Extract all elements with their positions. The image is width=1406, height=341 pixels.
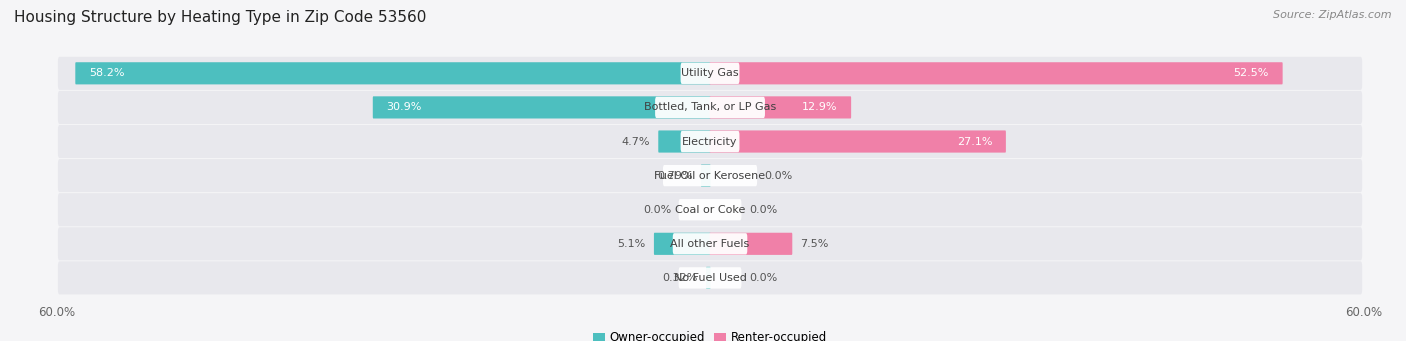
Text: Electricity: Electricity	[682, 136, 738, 147]
FancyBboxPatch shape	[655, 97, 765, 118]
FancyBboxPatch shape	[710, 62, 1282, 85]
Text: 5.1%: 5.1%	[617, 239, 645, 249]
Text: All other Fuels: All other Fuels	[671, 239, 749, 249]
FancyBboxPatch shape	[710, 233, 793, 255]
FancyBboxPatch shape	[58, 57, 1362, 90]
FancyBboxPatch shape	[58, 193, 1362, 226]
Text: Bottled, Tank, or LP Gas: Bottled, Tank, or LP Gas	[644, 102, 776, 113]
Text: Source: ZipAtlas.com: Source: ZipAtlas.com	[1274, 10, 1392, 20]
FancyBboxPatch shape	[679, 267, 741, 288]
FancyBboxPatch shape	[664, 165, 756, 186]
FancyBboxPatch shape	[58, 91, 1362, 124]
FancyBboxPatch shape	[76, 62, 710, 85]
Text: 52.5%: 52.5%	[1233, 68, 1270, 78]
Text: 27.1%: 27.1%	[956, 136, 993, 147]
Text: 0.0%: 0.0%	[765, 170, 793, 181]
FancyBboxPatch shape	[658, 131, 710, 153]
Text: 30.9%: 30.9%	[387, 102, 422, 113]
Text: 7.5%: 7.5%	[800, 239, 830, 249]
FancyBboxPatch shape	[58, 261, 1362, 295]
Legend: Owner-occupied, Renter-occupied: Owner-occupied, Renter-occupied	[588, 326, 832, 341]
FancyBboxPatch shape	[710, 131, 1005, 153]
FancyBboxPatch shape	[672, 233, 748, 254]
FancyBboxPatch shape	[373, 97, 710, 119]
Text: 0.0%: 0.0%	[643, 205, 671, 215]
FancyBboxPatch shape	[679, 199, 741, 220]
Text: Housing Structure by Heating Type in Zip Code 53560: Housing Structure by Heating Type in Zip…	[14, 10, 426, 25]
Text: 12.9%: 12.9%	[801, 102, 838, 113]
FancyBboxPatch shape	[681, 131, 740, 152]
FancyBboxPatch shape	[700, 165, 710, 187]
FancyBboxPatch shape	[58, 227, 1362, 261]
Text: 4.7%: 4.7%	[621, 136, 650, 147]
Text: Utility Gas: Utility Gas	[682, 68, 738, 78]
FancyBboxPatch shape	[58, 125, 1362, 158]
Text: 0.79%: 0.79%	[657, 170, 693, 181]
FancyBboxPatch shape	[706, 267, 710, 289]
Text: Coal or Coke: Coal or Coke	[675, 205, 745, 215]
FancyBboxPatch shape	[58, 159, 1362, 192]
Text: 0.0%: 0.0%	[749, 273, 778, 283]
Text: Fuel Oil or Kerosene: Fuel Oil or Kerosene	[654, 170, 766, 181]
FancyBboxPatch shape	[681, 63, 740, 84]
Text: No Fuel Used: No Fuel Used	[673, 273, 747, 283]
Text: 58.2%: 58.2%	[89, 68, 124, 78]
Text: 0.32%: 0.32%	[662, 273, 697, 283]
FancyBboxPatch shape	[710, 97, 851, 119]
FancyBboxPatch shape	[654, 233, 710, 255]
Text: 0.0%: 0.0%	[749, 205, 778, 215]
